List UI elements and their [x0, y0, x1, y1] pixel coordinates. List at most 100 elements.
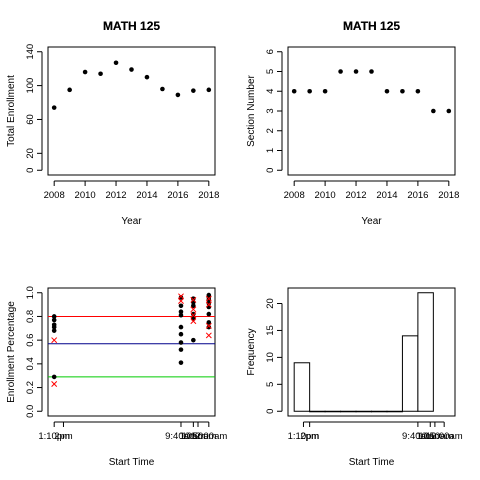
y-tick-label: 0	[265, 409, 276, 414]
cross-stroke	[205, 322, 212, 329]
cross-marker	[178, 293, 184, 300]
data-point	[191, 311, 196, 317]
plot-frame	[287, 287, 456, 417]
data-point	[98, 71, 103, 77]
x-tick-label: 2014	[376, 190, 397, 201]
plot-frame	[47, 46, 216, 176]
data-point	[178, 324, 184, 330]
cross-marker	[190, 306, 197, 313]
x-axis-label: Start Time	[109, 457, 155, 468]
cross-marker	[190, 296, 197, 303]
x-tick-label: 2016	[407, 190, 428, 201]
x-tick-label: 2008	[44, 190, 65, 201]
data-point	[291, 88, 297, 94]
data-point	[178, 347, 184, 352]
cross-stroke	[178, 293, 184, 300]
x-tick-label: 9:40am	[165, 431, 197, 442]
cross-stroke	[190, 306, 197, 313]
y-tick-label: 100	[25, 78, 36, 94]
chart-panel-1: MATH 125 Year Total Enrollment 2008 2010 2012…	[6, 19, 219, 227]
data-point	[191, 88, 196, 93]
y-tick-label: 5	[265, 69, 276, 74]
x-tick-label: 10am	[181, 431, 205, 442]
y-tick-label: 6	[265, 49, 276, 54]
histogram-bar	[309, 410, 326, 413]
histogram-bar	[293, 362, 311, 412]
histogram-bar	[371, 410, 388, 413]
histogram-bar	[355, 410, 373, 413]
x-tick-label: 2010	[315, 190, 336, 201]
data-point	[82, 69, 88, 75]
y-tick-label: 20	[265, 298, 276, 309]
x-tick-label: 12:00am	[190, 431, 227, 442]
data-point	[144, 74, 150, 80]
cross-marker	[205, 301, 212, 308]
y-axis-label: Section Number	[246, 74, 257, 146]
y-tick-label: 3	[265, 108, 276, 113]
data-point	[338, 69, 343, 74]
data-point	[206, 301, 212, 306]
data-point	[446, 108, 452, 114]
cross-stroke	[178, 298, 184, 304]
y-tick-label: 0	[25, 168, 36, 173]
x-tick-label: 2012	[345, 190, 366, 201]
histogram-bar	[386, 410, 403, 413]
cross-marker	[205, 295, 212, 302]
data-point	[178, 295, 184, 300]
cross-marker	[205, 332, 212, 339]
y-tick-label: 5	[265, 382, 276, 387]
x-tick-label: 2pm	[54, 431, 73, 442]
x-tick-label: 2014	[136, 190, 157, 201]
data-point	[175, 92, 181, 98]
cross-marker	[190, 318, 197, 325]
y-tick-label: 1	[265, 148, 276, 153]
cross-stroke	[190, 318, 197, 325]
cross-marker	[205, 322, 212, 329]
y-tick-label: 60	[25, 114, 36, 125]
y-tick-label: 20	[25, 148, 36, 159]
data-point	[51, 374, 57, 380]
y-axis-label: Frequency	[246, 328, 257, 375]
chart-panel-2: MATH 125 Year Section Number 2008 2010 2012 20…	[246, 19, 459, 227]
cross-stroke	[190, 312, 197, 319]
y-tick-label: 0	[265, 168, 276, 173]
cross-marker	[51, 381, 58, 387]
y-tick-label: 0.4	[25, 357, 36, 370]
data-point	[178, 309, 184, 315]
cross-stroke	[190, 296, 197, 303]
data-point	[51, 328, 57, 333]
data-point	[322, 88, 328, 94]
histogram-bar	[324, 410, 342, 413]
chart-title: MATH 125	[103, 19, 160, 33]
x-tick-label: 2018	[438, 190, 459, 201]
x-tick-label: 9:40am	[402, 431, 434, 442]
chart-title: MATH 125	[343, 19, 400, 33]
data-point	[51, 324, 57, 330]
data-point	[178, 303, 184, 309]
x-tick-label: 10:50am	[179, 431, 216, 442]
cross-stroke	[51, 337, 58, 344]
x-tick-label: 12:00am	[426, 431, 463, 442]
data-point	[129, 67, 134, 72]
data-point	[307, 88, 312, 94]
cross-marker	[178, 298, 184, 304]
x-tick-label: 2016	[167, 190, 188, 201]
data-point	[431, 108, 436, 114]
x-tick-label: 2008	[284, 190, 305, 201]
histogram-bar	[401, 335, 419, 412]
data-point	[191, 337, 196, 343]
y-tick-label: 0.0	[25, 405, 36, 418]
data-point	[206, 304, 212, 310]
data-point	[369, 69, 374, 74]
y-axis-label: Total Enrollment	[6, 75, 17, 147]
x-axis-label: Year	[361, 216, 382, 227]
x-tick-label: 2010	[75, 190, 96, 201]
cross-stroke	[205, 301, 212, 308]
plot-frame	[47, 287, 216, 417]
x-tick-label: 2018	[198, 190, 219, 201]
data-point	[51, 314, 57, 319]
data-point	[51, 105, 57, 110]
y-tick-label: 4	[265, 89, 276, 94]
